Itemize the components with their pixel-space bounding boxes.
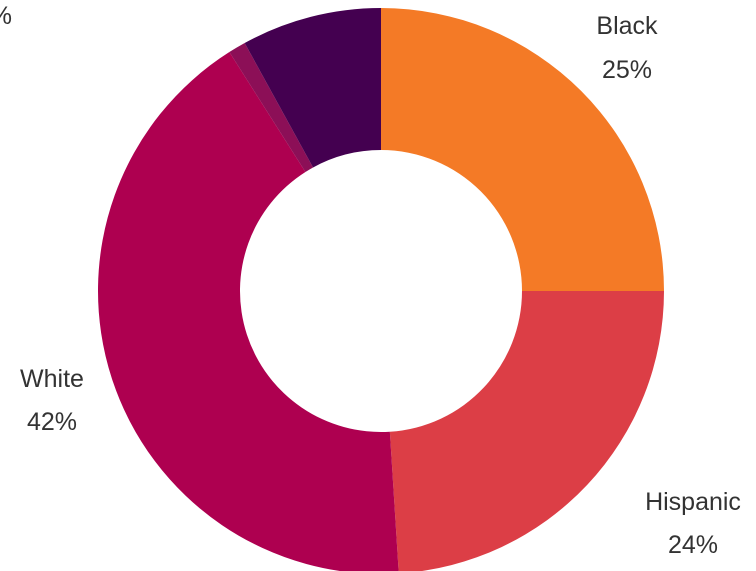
slice-value-white: 42% bbox=[27, 408, 77, 436]
slice-segment-4 bbox=[244, 8, 381, 168]
slice-label-black: Black bbox=[596, 12, 658, 40]
slice-label-hispanic: Hispanic bbox=[645, 488, 741, 516]
slice-value-other: % bbox=[0, 2, 12, 30]
slices-group bbox=[98, 8, 664, 571]
slice-label-white: White bbox=[20, 365, 84, 393]
slice-hispanic bbox=[389, 291, 664, 571]
slice-white bbox=[98, 52, 399, 571]
slice-value-hispanic: 24% bbox=[668, 531, 718, 559]
slice-value-black: 25% bbox=[602, 56, 652, 84]
labels-group: Black 25% Hispanic 24% White 42% % bbox=[0, 2, 741, 559]
slice-segment-3 bbox=[229, 43, 314, 172]
slice-black bbox=[381, 8, 664, 291]
